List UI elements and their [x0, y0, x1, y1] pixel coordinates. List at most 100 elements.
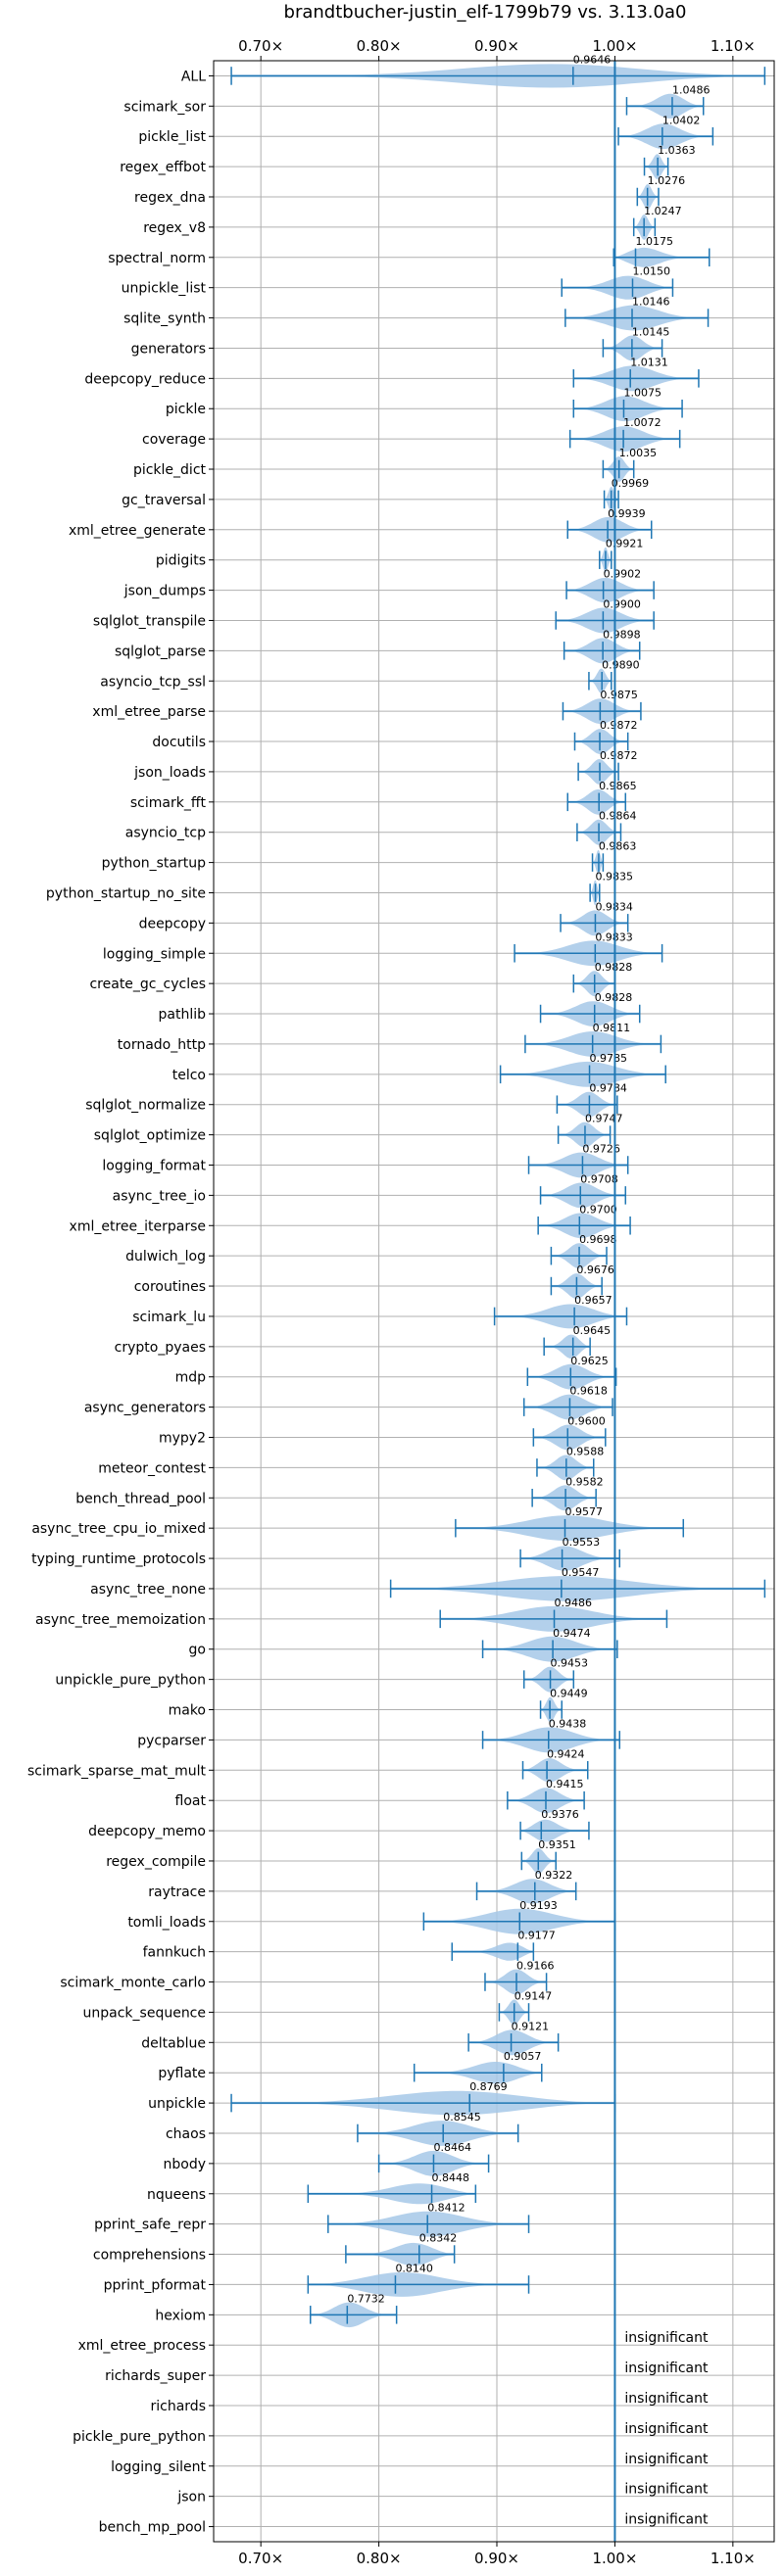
x-tick-label-bottom: 1.00× [592, 2550, 637, 2567]
category-label: scimark_lu [132, 1310, 206, 1325]
category-label: xml_etree_process [78, 2338, 206, 2354]
category-label: richards_super [105, 2368, 206, 2384]
value-label: 0.9872 [600, 749, 638, 762]
category-label: gc_traversal [122, 493, 206, 508]
category-label: telco [172, 1068, 206, 1083]
value-label: 0.7732 [347, 2292, 385, 2305]
value-label: 0.9784 [589, 1082, 627, 1095]
value-label: 1.0150 [632, 265, 670, 278]
x-tick-label-top: 1.00× [592, 37, 637, 55]
value-label: 0.9811 [593, 1022, 631, 1034]
value-label: 0.8140 [395, 2262, 433, 2274]
category-label: coverage [142, 432, 206, 448]
category-label: unpickle [148, 2096, 206, 2112]
value-label: 0.9676 [576, 1264, 614, 1276]
value-label: 0.8769 [469, 2080, 507, 2093]
category-label: async_tree_memoization [35, 1612, 206, 1628]
value-label: 1.0145 [632, 325, 670, 338]
insignificant-label: insignificant [624, 2330, 709, 2346]
value-label: 0.9864 [599, 810, 637, 823]
x-tick-label-top: 0.70× [238, 37, 283, 55]
value-label: 0.9553 [563, 1536, 601, 1549]
value-label: 0.9376 [541, 1808, 579, 1821]
category-label: pickle_dict [133, 462, 207, 478]
x-tick-label-bottom: 0.80× [357, 2550, 402, 2567]
category-label: regex_v8 [143, 220, 206, 236]
x-tick-label-bottom: 0.70× [238, 2550, 283, 2567]
value-label: 0.9424 [547, 1747, 585, 1760]
value-label: 0.9438 [549, 1717, 587, 1730]
value-label: 0.9865 [599, 780, 637, 792]
category-label: spectral_norm [108, 251, 206, 266]
category-label: fannkuch [143, 1945, 206, 1961]
value-label: 1.0146 [632, 296, 670, 309]
value-label: 0.9588 [566, 1445, 605, 1457]
value-label: 0.9921 [606, 538, 644, 550]
violin-layer: 0.9646 1.0486 1.0402 1.0363 1.0276 1.0247 1.01… [230, 53, 766, 2542]
category-label: pickle_pure_python [73, 2429, 206, 2445]
value-label: 0.8448 [432, 2171, 470, 2184]
category-label: pathlib [159, 1007, 207, 1023]
grid-layer [214, 61, 774, 2542]
value-label: 0.9657 [574, 1294, 612, 1307]
value-label: 0.9547 [562, 1566, 600, 1579]
x-tick-label-top: 0.80× [357, 37, 402, 55]
category-label: asyncio_tcp_ssl [100, 674, 206, 690]
x-tick-label-top: 0.90× [474, 37, 519, 55]
category-label: async_tree_none [90, 1582, 206, 1598]
value-label: 1.0486 [672, 83, 710, 96]
category-label: python_startup_no_site [46, 885, 206, 901]
insignificant-label: insignificant [624, 2482, 709, 2498]
category-label: sqlglot_normalize [85, 1098, 206, 1114]
category-label: mako [169, 1703, 206, 1719]
category-label: python_startup [102, 856, 206, 872]
value-label: 1.0075 [623, 386, 662, 399]
category-label: pprint_pformat [104, 2277, 207, 2293]
value-label: 0.9322 [535, 1869, 573, 1882]
category-label: async_tree_cpu_io_mixed [31, 1521, 206, 1537]
category-label: scimark_sor [123, 99, 206, 115]
value-label: 0.9939 [608, 507, 646, 520]
value-label: 0.9872 [600, 719, 638, 732]
category-label: pprint_safe_repr [94, 2218, 206, 2233]
category-label: json [176, 2490, 206, 2505]
insignificant-label: insignificant [624, 2512, 709, 2528]
category-label: xml_etree_generate [69, 523, 206, 539]
category-label: generators [131, 341, 206, 357]
value-label: 1.0402 [662, 114, 701, 126]
category-label: scimark_monte_carlo [60, 1976, 206, 1991]
category-label: deepcopy [139, 916, 206, 931]
category-label: docutils [152, 735, 206, 750]
value-label: 0.9890 [602, 658, 640, 671]
value-label: 0.9625 [570, 1355, 609, 1367]
value-label: 0.9057 [504, 2050, 542, 2063]
value-label: 0.9415 [546, 1778, 584, 1790]
category-label: tornado_http [118, 1037, 206, 1053]
category-label: ALL [181, 69, 206, 84]
category-label: crypto_pyaes [115, 1340, 206, 1356]
category-label: float [175, 1793, 207, 1809]
category-label: async_tree_io [113, 1188, 206, 1204]
category-label: bench_thread_pool [75, 1491, 206, 1506]
category-label: logging_format [102, 1158, 206, 1173]
value-label: 0.9698 [579, 1233, 617, 1246]
category-label: nbody [164, 2157, 207, 2172]
value-label: 1.0276 [648, 174, 686, 187]
category-label: tomli_loads [127, 1915, 206, 1931]
value-label: 0.9193 [519, 1899, 558, 1912]
value-label: 0.9618 [569, 1385, 608, 1398]
value-label: 0.9708 [580, 1172, 618, 1185]
value-label: 0.8412 [427, 2202, 466, 2215]
category-label: chaos [166, 2126, 206, 2142]
category-label: sqlglot_parse [115, 644, 206, 659]
value-label: 1.0035 [619, 447, 658, 459]
category-label: regex_dna [134, 190, 206, 206]
value-label: 0.9785 [590, 1052, 628, 1065]
category-label: deltablue [141, 2035, 206, 2051]
value-label: 0.9121 [512, 2020, 550, 2032]
category-label: mdp [175, 1370, 207, 1386]
category-label: coroutines [134, 1279, 206, 1295]
category-label: sqlglot_optimize [94, 1128, 206, 1144]
category-label: scimark_sparse_mat_mult [27, 1763, 206, 1779]
